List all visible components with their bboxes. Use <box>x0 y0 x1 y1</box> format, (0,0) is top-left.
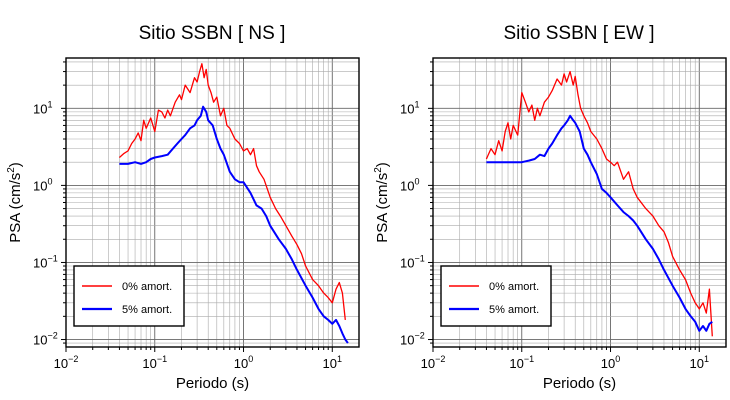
legend: 0% amort. 5% amort. <box>440 265 552 327</box>
grid <box>433 58 726 347</box>
chart-panel-ew: Sitio SSBN [ EW ]10−2 10−1 100 10110−210−11… <box>373 23 727 392</box>
x-tick-label: 10−2 <box>54 354 79 371</box>
y-tick-label: 100 <box>400 176 419 193</box>
x-tick-label: 101 <box>690 354 709 371</box>
tick-exponent: −2 <box>435 354 445 364</box>
tick-exponent: 0 <box>248 354 253 364</box>
tick-exponent: 0 <box>47 176 52 186</box>
tick-exponent: 1 <box>414 99 419 109</box>
tick-base: 10 <box>33 333 47 348</box>
tick-exponent: −1 <box>414 253 424 263</box>
y-label-end: ) <box>7 162 24 167</box>
tick-base: 10 <box>400 178 414 193</box>
y-tick-label: 101 <box>400 99 419 116</box>
series-line-5pct <box>119 105 349 344</box>
x-axis-label: Periodo (s) <box>176 375 249 392</box>
tick-base: 10 <box>421 356 435 371</box>
x-tick-label: 100 <box>234 354 253 371</box>
tick-exponent: 1 <box>47 99 52 109</box>
y-tick-label: 100 <box>33 176 52 193</box>
tick-base: 10 <box>400 101 414 116</box>
tick-base: 10 <box>234 356 248 371</box>
tick-base: 10 <box>400 255 414 270</box>
y-label-end: ) <box>374 162 391 167</box>
legend-box <box>440 265 552 327</box>
legend-label-0pct: 0% amort. <box>489 281 539 293</box>
x-tick-label: 101 <box>323 354 342 371</box>
legend-label-5pct: 5% amort. <box>489 304 539 316</box>
y-axis-label: PSA (cm/s2) <box>373 162 391 243</box>
series-line-0pct <box>485 70 713 337</box>
tick-exponent: −2 <box>68 354 78 364</box>
legend-label-0pct: 0% amort. <box>122 281 172 293</box>
legend-label-5pct: 5% amort. <box>122 304 172 316</box>
series-line-0pct <box>118 63 346 320</box>
tick-exponent: −2 <box>47 331 57 341</box>
chart-title: Sitio SSBN [ NS ] <box>139 23 286 44</box>
x-tick-label: 100 <box>601 354 620 371</box>
y-tick-label: 10−1 <box>400 253 425 270</box>
legend: 0% amort. 5% amort. <box>73 265 185 327</box>
tick-exponent: −2 <box>414 331 424 341</box>
y-label-main: PSA (cm/s <box>374 173 391 243</box>
tick-exponent: 1 <box>337 354 342 364</box>
tick-base: 10 <box>33 101 47 116</box>
legend-box <box>73 265 185 327</box>
tick-base: 10 <box>323 356 337 371</box>
x-tick-label: 10−1 <box>509 354 534 371</box>
y-label-main: PSA (cm/s <box>7 173 24 243</box>
tick-base: 10 <box>33 255 47 270</box>
chart-title: Sitio SSBN [ EW ] <box>504 23 655 44</box>
tick-base: 10 <box>33 178 47 193</box>
series-line-5pct <box>486 114 713 332</box>
x-tick-label: 10−1 <box>142 354 167 371</box>
tick-base: 10 <box>400 333 414 348</box>
y-axis-label: PSA (cm/s2) <box>6 162 24 243</box>
y-tick-label: 10−2 <box>33 331 58 348</box>
tick-exponent: −1 <box>47 253 57 263</box>
chart-panel-ns: Sitio SSBN [ NS ]10−2 10−1 100 10110−210−11… <box>6 23 360 392</box>
tick-base: 10 <box>54 356 68 371</box>
y-label-superscript: 2 <box>6 167 17 173</box>
y-label-superscript: 2 <box>373 167 384 173</box>
tick-exponent: 0 <box>414 176 419 186</box>
tick-base: 10 <box>509 356 523 371</box>
y-tick-label: 10−2 <box>400 331 425 348</box>
y-tick-label: 101 <box>33 99 52 116</box>
tick-exponent: 1 <box>704 354 709 364</box>
y-tick-label: 10−1 <box>33 253 58 270</box>
x-tick-label: 10−2 <box>421 354 446 371</box>
tick-base: 10 <box>601 356 615 371</box>
tick-base: 10 <box>690 356 704 371</box>
x-axis-label: Periodo (s) <box>543 375 616 392</box>
tick-exponent: 0 <box>615 354 620 364</box>
tick-exponent: −1 <box>157 354 167 364</box>
tick-base: 10 <box>142 356 156 371</box>
tick-exponent: −1 <box>524 354 534 364</box>
